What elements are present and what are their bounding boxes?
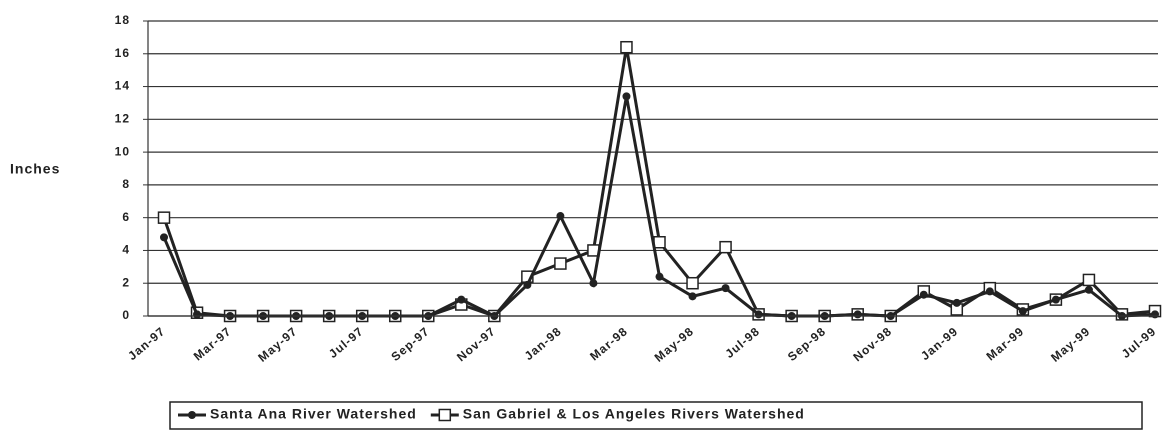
x-tick-label: Jul-98 <box>722 324 762 361</box>
y-tick-label: 10 <box>115 144 130 158</box>
x-tick-label: Jul-97 <box>326 324 366 361</box>
x-tick-label: Jan-99 <box>918 324 961 363</box>
point <box>985 287 994 296</box>
x-tick-label: Sep-97 <box>388 324 432 364</box>
point <box>622 92 631 101</box>
point <box>554 257 567 270</box>
point <box>556 212 565 221</box>
point <box>620 40 633 54</box>
point <box>1151 310 1159 319</box>
point <box>589 279 598 288</box>
x-tick-label: Sep-98 <box>785 324 829 364</box>
point <box>686 276 699 290</box>
x-tick-label: Nov-97 <box>454 324 498 364</box>
point <box>952 298 961 307</box>
point <box>754 310 763 319</box>
point <box>721 284 730 293</box>
x-tick-label: Jul-99 <box>1119 324 1159 361</box>
legend-label: San Gabriel & Los Angeles Rivers Watersh… <box>463 406 805 422</box>
point <box>1018 307 1027 316</box>
x-tick-label: Jan-98 <box>522 324 565 363</box>
x-tick-label: May-98 <box>652 324 697 365</box>
point <box>653 236 666 249</box>
point <box>193 310 202 319</box>
y-tick-label: 12 <box>115 112 130 126</box>
x-tick-label: Jan-97 <box>125 324 168 363</box>
y-tick-label: 4 <box>122 243 130 257</box>
point <box>719 240 732 254</box>
legend-box <box>169 401 1143 430</box>
point <box>1082 273 1096 287</box>
point <box>457 295 466 304</box>
point <box>655 272 664 281</box>
legend-label: Santa Ana River Watershed <box>210 406 417 422</box>
y-tick-label: 0 <box>122 308 130 322</box>
point <box>1084 285 1093 294</box>
point <box>688 292 697 301</box>
point <box>919 290 928 299</box>
point <box>523 280 532 289</box>
x-tick-label: Mar-99 <box>984 324 1027 363</box>
y-tick-label: 8 <box>122 177 130 191</box>
point <box>188 411 196 419</box>
point <box>438 408 452 422</box>
x-tick-label: May-97 <box>255 324 300 365</box>
y-tick-label: 18 <box>115 13 130 27</box>
y-tick-label: 6 <box>122 210 130 224</box>
x-tick-label: May-99 <box>1048 324 1093 365</box>
y-tick-label: 2 <box>122 275 130 289</box>
point <box>1051 295 1060 304</box>
point <box>853 310 862 319</box>
point <box>160 233 168 242</box>
x-tick-label: Nov-98 <box>850 324 894 364</box>
x-tick-label: Mar-98 <box>587 324 630 363</box>
y-axis-label: Inches <box>10 161 60 177</box>
y-tick-label: 16 <box>115 46 130 60</box>
point <box>157 211 171 224</box>
x-tick-label: Mar-97 <box>191 324 234 363</box>
y-tick-label: 14 <box>115 79 130 93</box>
